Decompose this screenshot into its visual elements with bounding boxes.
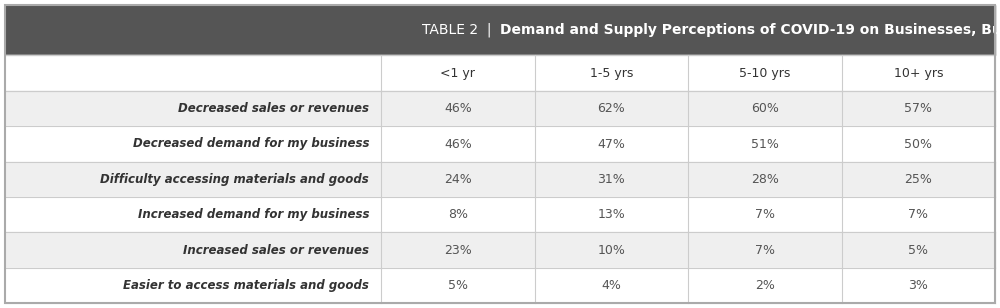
Bar: [5, 5, 995, 55]
Text: 46%: 46%: [444, 137, 472, 151]
Text: 4%: 4%: [601, 279, 621, 292]
Text: 60%: 60%: [751, 102, 779, 115]
Text: 13%: 13%: [597, 208, 625, 221]
Text: <1 yr: <1 yr: [440, 67, 475, 79]
Bar: [5, 268, 995, 303]
Text: 7%: 7%: [908, 208, 928, 221]
Text: Decreased demand for my business: Decreased demand for my business: [133, 137, 369, 151]
Text: 7%: 7%: [755, 208, 775, 221]
Bar: [5, 162, 995, 197]
Text: Increased sales or revenues: Increased sales or revenues: [183, 244, 369, 257]
Text: Easier to access materials and goods: Easier to access materials and goods: [123, 279, 369, 292]
Text: 62%: 62%: [597, 102, 625, 115]
Text: 5%: 5%: [448, 279, 468, 292]
Text: Increased demand for my business: Increased demand for my business: [138, 208, 369, 221]
Bar: [5, 91, 995, 126]
Text: TABLE 2  |: TABLE 2 |: [422, 23, 500, 37]
Bar: [5, 197, 995, 232]
Text: 50%: 50%: [904, 137, 932, 151]
Bar: [5, 232, 995, 268]
Text: 8%: 8%: [448, 208, 468, 221]
Text: 5%: 5%: [908, 244, 928, 257]
Text: 57%: 57%: [904, 102, 932, 115]
Text: 46%: 46%: [444, 102, 472, 115]
Bar: [5, 55, 995, 91]
Text: Demand and Supply Perceptions of COVID-19 on Businesses, Business Age: Demand and Supply Perceptions of COVID-1…: [500, 23, 1000, 37]
Text: 25%: 25%: [904, 173, 932, 186]
Bar: [5, 126, 995, 162]
Text: 47%: 47%: [597, 137, 625, 151]
Text: 2%: 2%: [755, 279, 775, 292]
Text: 5-10 yrs: 5-10 yrs: [739, 67, 791, 79]
Text: 1-5 yrs: 1-5 yrs: [590, 67, 633, 79]
Text: 10+ yrs: 10+ yrs: [894, 67, 943, 79]
Text: 24%: 24%: [444, 173, 472, 186]
Text: 10%: 10%: [597, 244, 625, 257]
Text: 3%: 3%: [908, 279, 928, 292]
Text: 7%: 7%: [755, 244, 775, 257]
Text: Difficulty accessing materials and goods: Difficulty accessing materials and goods: [100, 173, 369, 186]
Text: 51%: 51%: [751, 137, 779, 151]
Text: Decreased sales or revenues: Decreased sales or revenues: [178, 102, 369, 115]
Text: 31%: 31%: [597, 173, 625, 186]
Text: 23%: 23%: [444, 244, 472, 257]
Text: 28%: 28%: [751, 173, 779, 186]
